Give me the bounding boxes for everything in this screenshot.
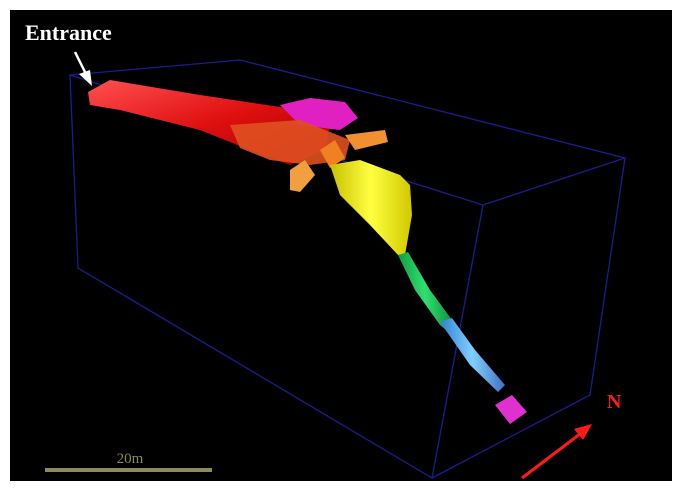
north-label: N	[607, 391, 622, 413]
north-arrow	[521, 424, 592, 480]
entrance-label: Entrance	[25, 20, 112, 45]
entrance-arrow	[73, 51, 92, 86]
scale-label: 20m	[117, 451, 144, 467]
cave-passages	[88, 80, 527, 424]
